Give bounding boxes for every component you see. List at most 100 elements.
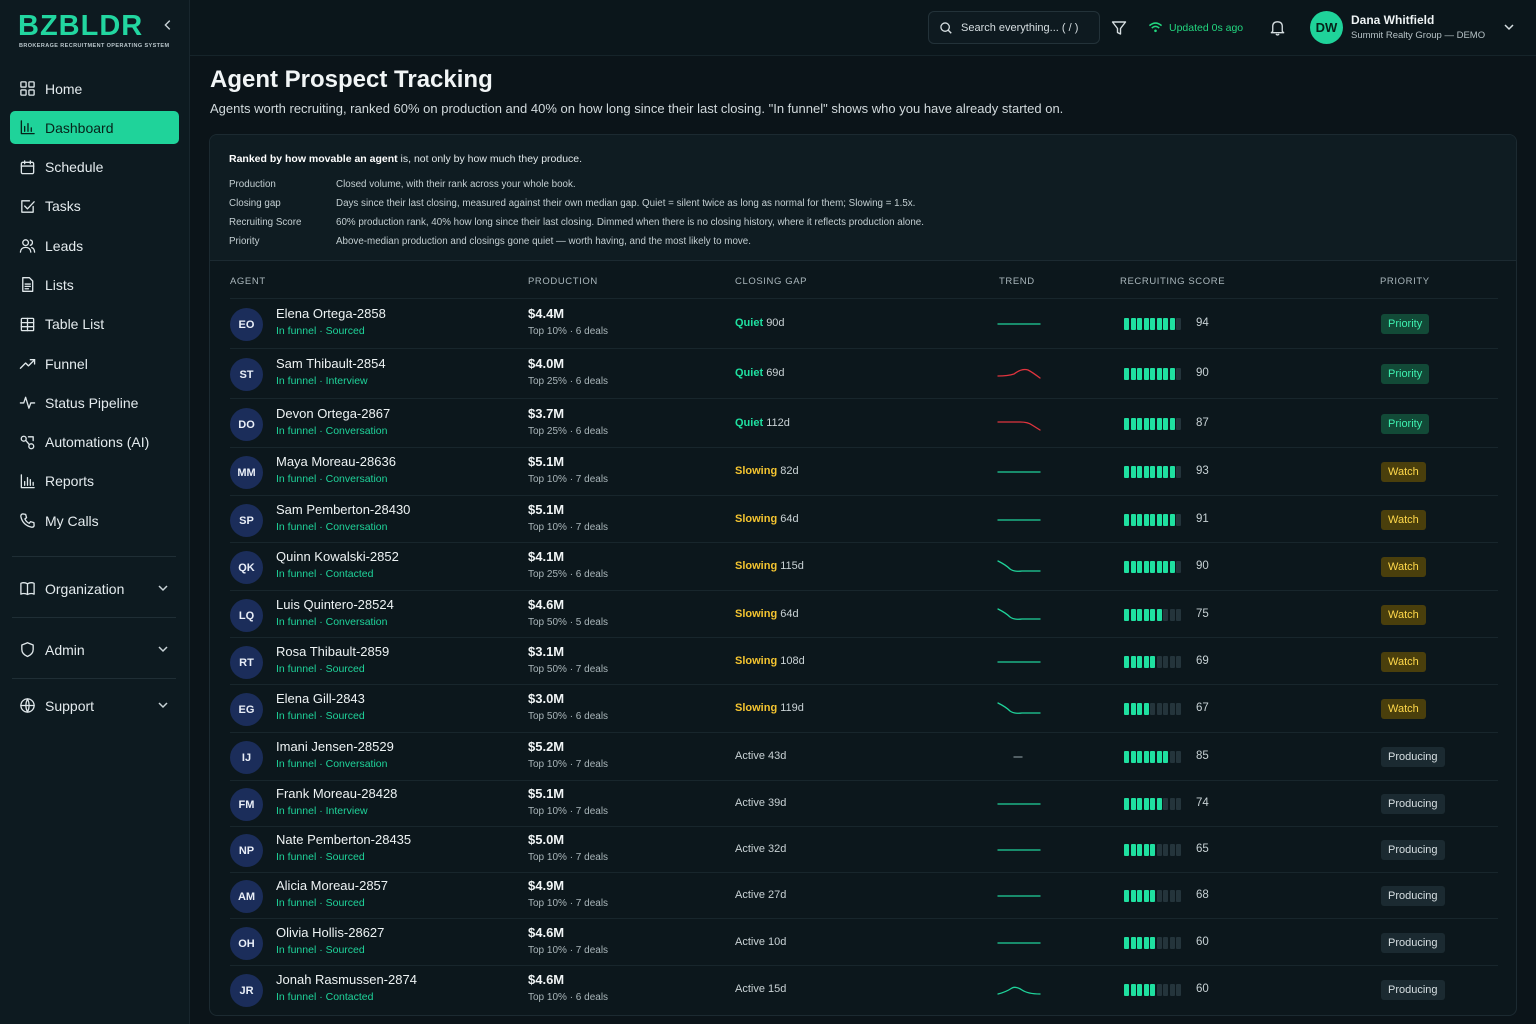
recruiting-score-value: 94 xyxy=(1196,317,1209,329)
funnel-stage: In funnel · Conversation xyxy=(276,758,388,770)
closing-gap-status: Quiet xyxy=(735,317,764,329)
col-closing-gap[interactable]: CLOSING GAP xyxy=(735,276,808,287)
user-name[interactable]: Dana Whitfield xyxy=(1351,13,1435,27)
table-row[interactable]: EG Elena Gill-2843 In funnel · Sourced $3.0… xyxy=(230,684,1498,732)
sidebar-group-organization[interactable]: Organization xyxy=(10,572,179,605)
recruiting-score-value: 67 xyxy=(1196,702,1209,714)
funnel-stage: In funnel · Sourced xyxy=(276,944,365,956)
topbar: Search everything... ( / ) Updated 0s ag… xyxy=(190,0,1536,56)
collapse-sidebar-button[interactable] xyxy=(160,18,176,34)
score-segment xyxy=(1150,890,1155,902)
col-trend[interactable]: TREND xyxy=(999,276,1035,287)
closing-gap-days: 69d xyxy=(766,367,785,379)
legend-row: Production Closed volume, with their rank… xyxy=(229,179,576,190)
score-segment xyxy=(1156,514,1162,526)
table-row[interactable]: QK Quinn Kowalski-2852 In funnel · Contact… xyxy=(230,542,1498,590)
trend-sparkline xyxy=(997,702,1041,714)
table-row[interactable]: RT Rosa Thibault-2859 In funnel · Sourced $… xyxy=(230,637,1498,684)
agent-name[interactable]: Alicia Moreau-2857 xyxy=(276,878,389,893)
col-priority[interactable]: PRIORITY xyxy=(1380,276,1430,287)
closing-gap: Slowing 108d xyxy=(735,655,805,667)
agent-name[interactable]: Elena Ortega-2858 xyxy=(276,306,386,321)
score-segment xyxy=(1150,561,1155,573)
agent-name[interactable]: Sam Pemberton-28430 xyxy=(276,502,411,517)
agent-name[interactable]: Luis Quintero-28524 xyxy=(276,597,394,612)
agent-name[interactable]: Devon Ortega-2867 xyxy=(276,406,391,421)
table-row[interactable]: EO Elena Ortega-2858 In funnel · Sourced $4… xyxy=(230,298,1498,348)
col-agent[interactable]: AGENT xyxy=(230,276,266,287)
sidebar-item-tasks[interactable]: Tasks xyxy=(10,190,179,223)
agent-name[interactable]: Sam Thibault-2854 xyxy=(276,356,386,371)
score-segment xyxy=(1143,466,1149,478)
table-row[interactable]: MM Maya Moreau-28636 In funnel · Conversat… xyxy=(230,447,1498,495)
sidebar-item-funnel[interactable]: Funnel xyxy=(10,347,179,380)
closing-gap-days: 119d xyxy=(780,702,804,714)
score-segment xyxy=(1130,318,1136,330)
brand-logo[interactable]: BZBLDR xyxy=(18,10,144,42)
agent-name[interactable]: Nate Pemberton-28435 xyxy=(276,832,412,847)
production-rank: Top 25% · 6 deals xyxy=(528,426,609,437)
sidebar-item-label: Status Pipeline xyxy=(45,394,139,411)
avatar: IJ xyxy=(230,741,263,774)
priority-badge: Producing xyxy=(1381,747,1445,767)
score-segment xyxy=(1150,984,1155,996)
table-row[interactable]: FM Frank Moreau-28428 In funnel · Intervie… xyxy=(230,780,1498,826)
col-production[interactable]: PRODUCTION xyxy=(528,276,598,287)
sidebar-group-support[interactable]: Support xyxy=(10,689,179,722)
chevron-down-icon[interactable] xyxy=(1502,20,1516,34)
agent-name[interactable]: Rosa Thibault-2859 xyxy=(276,644,390,659)
agent-name[interactable]: Jonah Rasmussen-2874 xyxy=(276,972,417,987)
users-icon xyxy=(19,239,35,253)
sidebar-item-my-calls[interactable]: My Calls xyxy=(10,504,179,537)
score-segment xyxy=(1163,798,1168,810)
agent-name[interactable]: Frank Moreau-28428 xyxy=(276,786,398,801)
user-avatar[interactable]: DW xyxy=(1310,11,1343,44)
agent-name[interactable]: Imani Jensen-28529 xyxy=(276,739,394,754)
prospect-panel: Ranked by how movable an agent is, not o… xyxy=(209,134,1517,1016)
search-input[interactable]: Search everything... ( / ) xyxy=(928,11,1100,44)
sidebar-item-reports[interactable]: Reports xyxy=(10,465,179,498)
sidebar-item-automations-ai[interactable]: Automations (AI) xyxy=(10,426,179,459)
closing-gap: Quiet 69d xyxy=(735,367,785,379)
chevron-down-icon[interactable] xyxy=(155,697,171,713)
sidebar-item-table-list[interactable]: Table List xyxy=(10,308,179,341)
closing-gap-days: 115d xyxy=(780,560,804,572)
table-row[interactable]: JR Jonah Rasmussen-2874 In funnel · Contac… xyxy=(230,965,1498,1013)
sidebar-item-dashboard[interactable]: Dashboard xyxy=(10,111,179,145)
production-value: $3.1M xyxy=(528,644,565,659)
agent-name[interactable]: Quinn Kowalski-2852 xyxy=(276,549,399,564)
filter-icon[interactable] xyxy=(1110,19,1128,37)
sidebar-item-home[interactable]: Home xyxy=(10,72,179,105)
sidebar-item-lists[interactable]: Lists xyxy=(10,268,179,301)
col-recruiting-score[interactable]: RECRUITING SCORE xyxy=(1120,276,1226,287)
table-row[interactable]: DO Devon Ortega-2867 In funnel · Conversat… xyxy=(230,398,1498,447)
agent-name[interactable]: Maya Moreau-28636 xyxy=(276,454,396,469)
recruiting-score-bar xyxy=(1124,514,1188,526)
page-title: Agent Prospect Tracking xyxy=(210,66,493,93)
sidebar-group-admin[interactable]: Admin xyxy=(10,633,179,666)
chevron-down-icon[interactable] xyxy=(155,580,171,596)
document-icon xyxy=(21,277,33,293)
score-segment xyxy=(1137,514,1142,526)
score-segment xyxy=(1143,798,1149,810)
table-row[interactable]: NP Nate Pemberton-28435 In funnel · Source… xyxy=(230,826,1498,872)
sidebar-item-leads[interactable]: Leads xyxy=(10,229,179,262)
bell-icon[interactable] xyxy=(1268,18,1287,37)
chevron-down-icon[interactable] xyxy=(155,641,171,657)
agent-name[interactable]: Elena Gill-2843 xyxy=(276,691,365,706)
table-row[interactable]: OH Olivia Hollis-28627 In funnel · Sourced… xyxy=(230,918,1498,965)
production-value: $5.2M xyxy=(528,739,565,754)
production-rank: Top 10% · 7 deals xyxy=(528,474,609,485)
table-row[interactable]: LQ Luis Quintero-28524 In funnel · Convers… xyxy=(230,590,1498,637)
sidebar-item-status-pipeline[interactable]: Status Pipeline xyxy=(10,386,179,419)
score-segment xyxy=(1163,984,1168,996)
table-row[interactable]: SP Sam Pemberton-28430 In funnel · Convers… xyxy=(230,495,1498,542)
agent-name[interactable]: Olivia Hollis-28627 xyxy=(276,925,385,940)
table-row[interactable]: AM Alicia Moreau-2857 In funnel · Sourced $… xyxy=(230,872,1498,918)
funnel-stage: In funnel · Conversation xyxy=(276,616,388,628)
score-segment xyxy=(1143,609,1149,621)
table-row[interactable]: IJ Imani Jensen-28529 In funnel · Conversa… xyxy=(230,732,1498,780)
table-row[interactable]: ST Sam Thibault-2854 In funnel · Interview… xyxy=(230,348,1498,398)
nav-divider xyxy=(12,678,176,679)
sidebar-item-schedule[interactable]: Schedule xyxy=(10,151,179,184)
